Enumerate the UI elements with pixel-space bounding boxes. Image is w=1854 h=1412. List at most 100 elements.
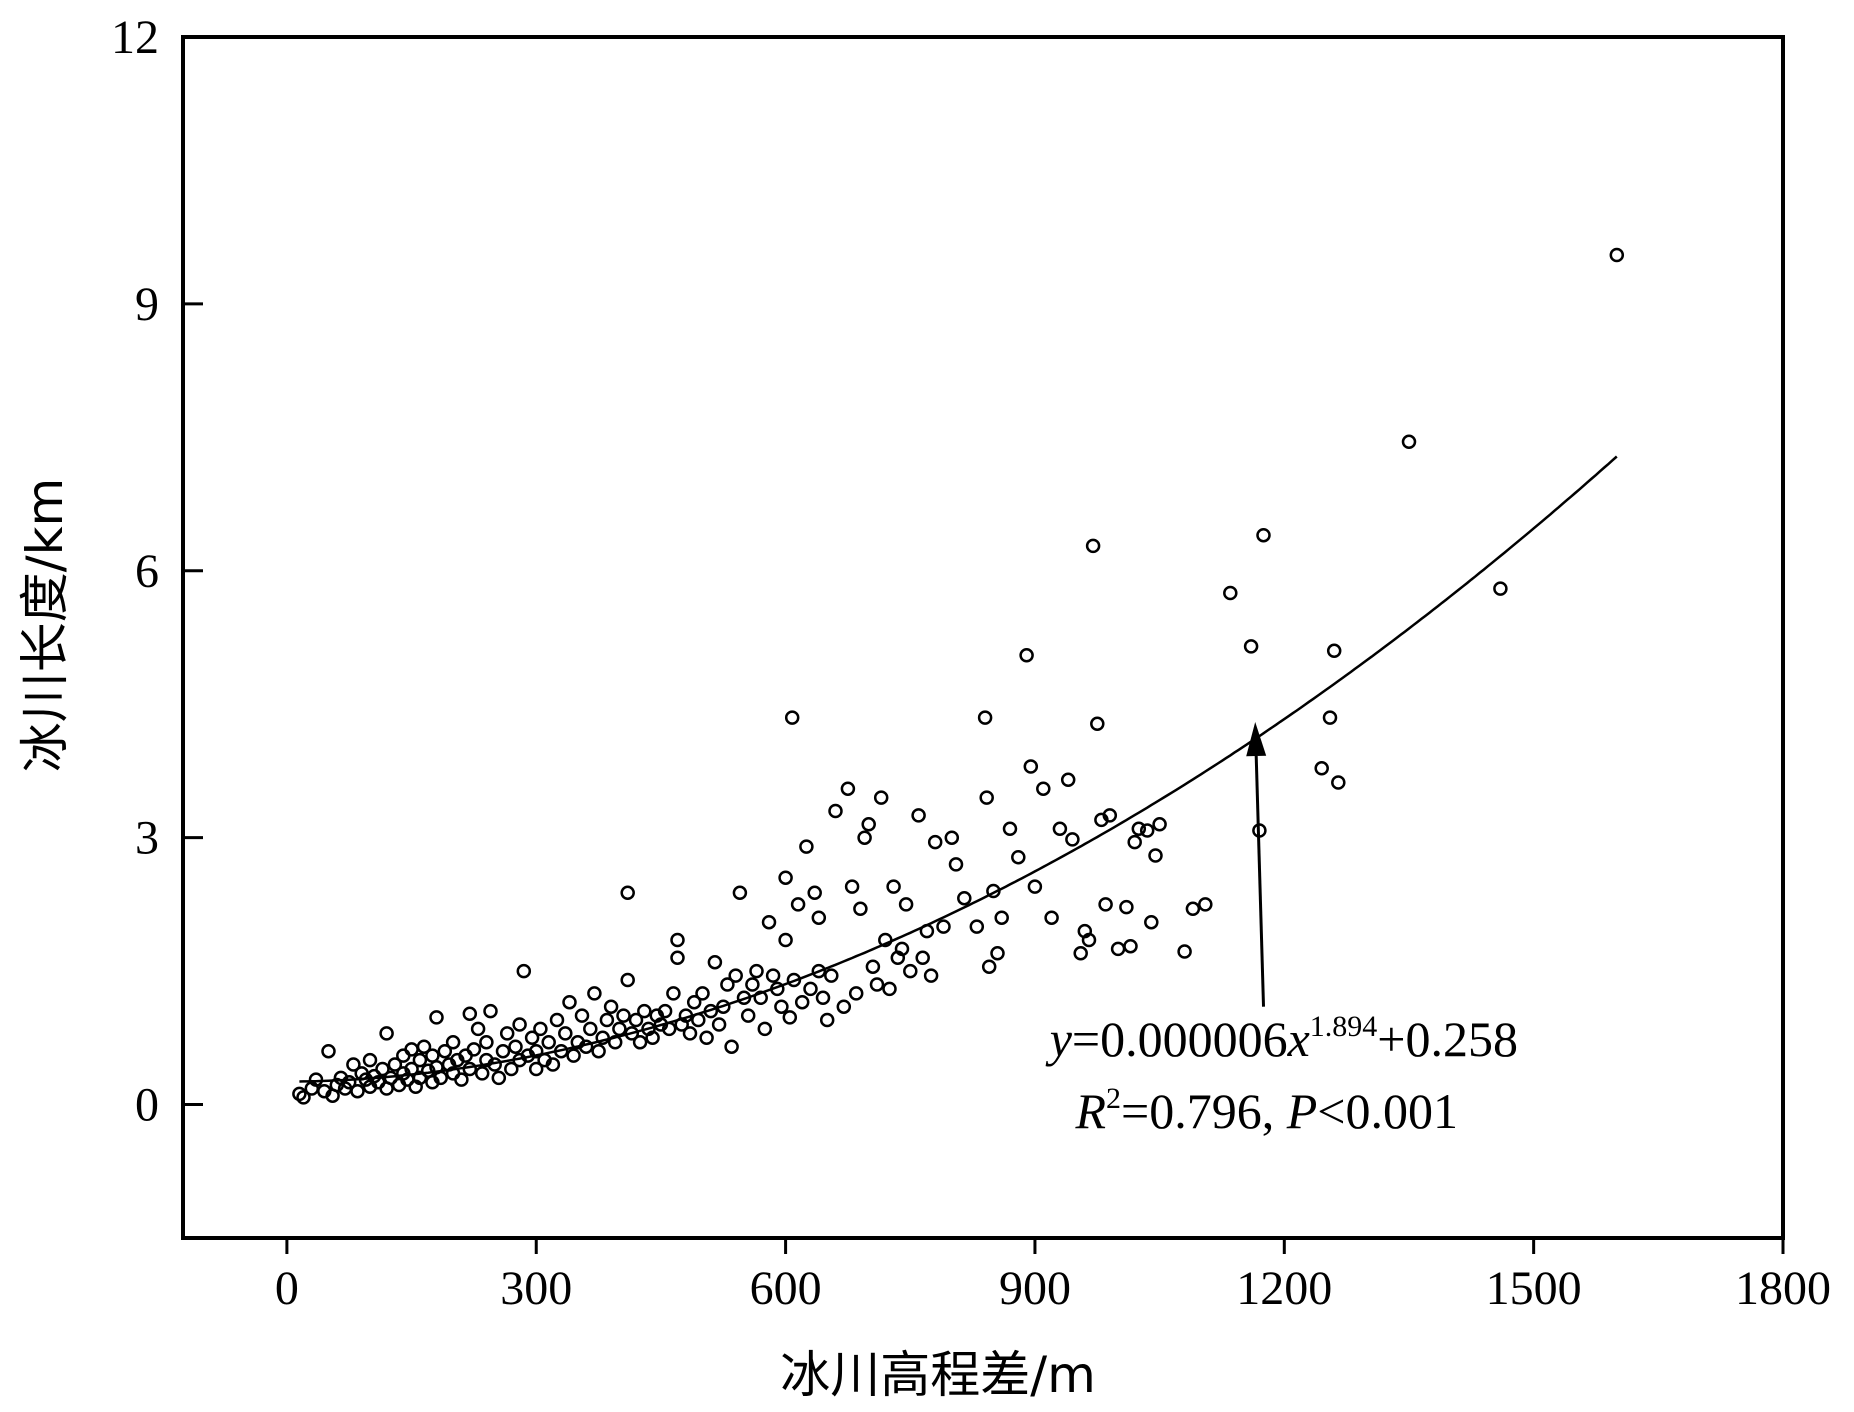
data-point-136: [799, 839, 814, 854]
data-point-199: [1127, 834, 1142, 850]
data-point-112: [707, 954, 723, 970]
data-point-172: [977, 710, 993, 725]
data-point-16: [362, 1052, 378, 1068]
data-point-53: [479, 1035, 494, 1050]
data-point-90: [620, 972, 635, 988]
data-point-72: [549, 1012, 565, 1028]
data-point-151: [861, 817, 876, 832]
data-point-146: [840, 781, 856, 796]
data-point-171: [969, 919, 985, 934]
data-point-184: [1044, 910, 1059, 925]
data-point-138: [807, 885, 822, 901]
data-point-143: [824, 968, 839, 983]
fit-arrow: [1254, 755, 1266, 1007]
data-point-174: [981, 959, 997, 974]
data-point-87: [612, 1021, 627, 1037]
data-point-162: [911, 808, 926, 823]
data-point-45: [454, 1072, 469, 1087]
data-point-60: [508, 1039, 523, 1054]
data-point-161: [903, 963, 918, 979]
data-point-163: [915, 950, 930, 966]
data-point-75: [562, 994, 577, 1010]
data-point-76: [566, 1048, 581, 1063]
data-point-179: [1011, 849, 1026, 865]
data-point-212: [1314, 761, 1329, 776]
data-point-209: [1243, 639, 1259, 654]
data-point-207: [1198, 897, 1213, 912]
data-point-32: [412, 1070, 428, 1086]
x-tick-label-1: 300: [500, 1262, 572, 1315]
data-point-20: [379, 1026, 394, 1041]
data-point-126: [765, 968, 781, 983]
data-point-36: [425, 1048, 440, 1063]
data-point-148: [848, 986, 864, 1001]
data-point-139: [811, 963, 827, 979]
fit-arrowhead: [1246, 722, 1267, 757]
data-point-43: [445, 1035, 461, 1050]
data-point-147: [844, 879, 860, 894]
data-point-85: [603, 999, 619, 1014]
data-point-94: [637, 1003, 652, 1019]
data-point-93: [632, 1035, 648, 1050]
data-point-156: [882, 981, 897, 997]
data-point-191: [1085, 538, 1101, 554]
r2-exp: 2: [1106, 1082, 1121, 1115]
data-point-213: [1322, 710, 1338, 725]
y-axis: 0 3 6 9 12: [111, 11, 203, 1132]
data-point-201: [1139, 823, 1155, 838]
data-point-214: [1326, 643, 1342, 659]
data-point-103: [670, 950, 685, 966]
y-tick-label-3: 9: [135, 278, 159, 331]
data-point-124: [757, 1021, 773, 1037]
data-point-122: [749, 963, 764, 979]
data-point-188: [1073, 946, 1088, 961]
data-point-99: [657, 1003, 673, 1019]
data-point-180: [1019, 648, 1034, 663]
data-point-131: [782, 1010, 798, 1025]
data-point-58: [499, 1026, 515, 1041]
data-point-206: [1185, 901, 1201, 917]
data-point-10: [341, 1075, 357, 1090]
data-point-154: [873, 790, 889, 805]
data-point-50: [470, 1021, 486, 1037]
data-point-120: [740, 1008, 756, 1023]
data-point-33: [416, 1039, 432, 1054]
data-point-74: [558, 1026, 573, 1041]
data-point-178: [1002, 821, 1018, 837]
data-point-144: [828, 803, 843, 819]
data-point-145: [836, 999, 852, 1014]
data-point-11: [346, 1057, 361, 1072]
data-point-88: [616, 1008, 631, 1023]
r2-r: R: [1075, 1083, 1107, 1139]
data-point-26: [396, 1048, 411, 1063]
data-point-132: [784, 710, 800, 725]
data-point-118: [732, 885, 748, 901]
eq-x: x: [1287, 1011, 1310, 1067]
data-point-135: [794, 994, 810, 1010]
eq-exponent: 1.894: [1310, 1010, 1378, 1043]
data-point-197: [1119, 899, 1134, 915]
data-point-150: [857, 830, 872, 845]
p-p: P: [1286, 1083, 1318, 1139]
data-point-84: [599, 1012, 615, 1028]
x-axis-label: 冰川高程差/m: [780, 1346, 1096, 1404]
data-point-200: [1131, 821, 1147, 837]
y-tick-label-4: 12: [111, 11, 159, 64]
data-point-204: [1152, 817, 1167, 832]
data-point-78: [574, 1008, 590, 1023]
data-point-190: [1081, 932, 1097, 948]
data-point-177: [994, 910, 1009, 925]
data-point-23: [387, 1057, 403, 1072]
data-point-31: [412, 1052, 428, 1068]
data-point-47: [462, 1006, 478, 1022]
data-point-182: [1027, 879, 1043, 894]
data-point-195: [1102, 808, 1118, 823]
fit-equation: y=0.000006x1.894+0.258: [1045, 1010, 1518, 1067]
data-point-82: [591, 1043, 606, 1059]
data-point-54: [483, 1003, 498, 1019]
data-point-125: [761, 914, 777, 930]
data-point-107: [686, 994, 702, 1010]
data-point-109: [695, 986, 710, 1001]
data-points: [292, 247, 1625, 1105]
data-point-218: [1609, 247, 1625, 263]
